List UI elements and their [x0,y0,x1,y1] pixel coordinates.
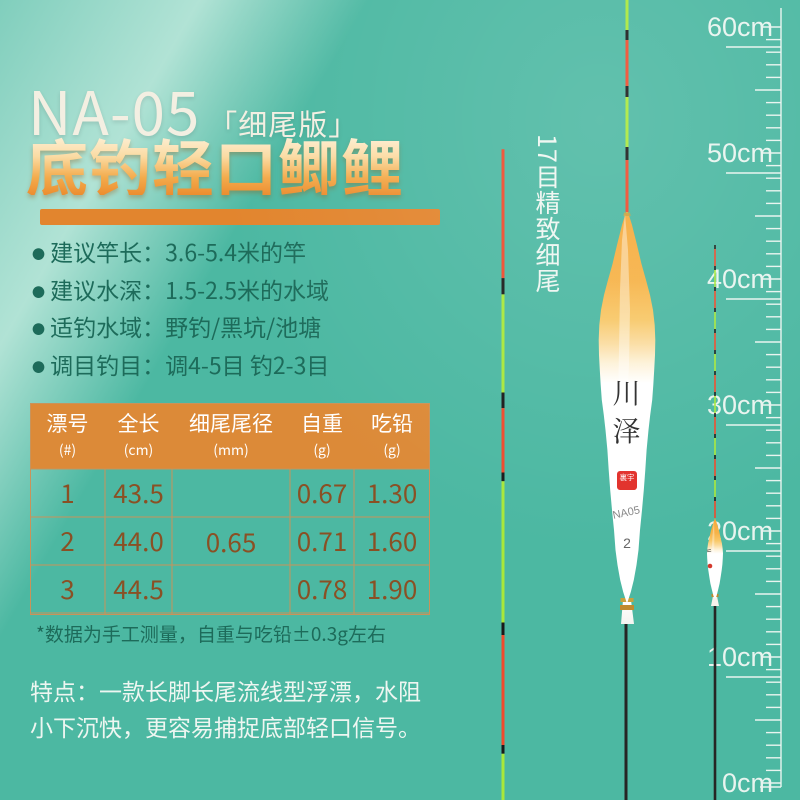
svg-text:泽: 泽 [612,410,641,450]
svg-text:50cm: 50cm [707,138,773,168]
svg-text:10cm: 10cm [707,642,773,672]
svg-text:NA05: NA05 [612,504,641,521]
svg-text:40cm: 40cm [707,264,773,294]
svg-text:II: II [705,549,712,554]
svg-text:30cm: 30cm [707,390,773,420]
svg-text:裏宇: 裏宇 [620,472,635,483]
svg-text:川: 川 [612,372,641,412]
svg-text:2: 2 [623,535,631,551]
svg-text:0cm: 0cm [722,768,773,798]
svg-text:60cm: 60cm [707,12,773,42]
svg-text:20cm: 20cm [707,516,773,546]
